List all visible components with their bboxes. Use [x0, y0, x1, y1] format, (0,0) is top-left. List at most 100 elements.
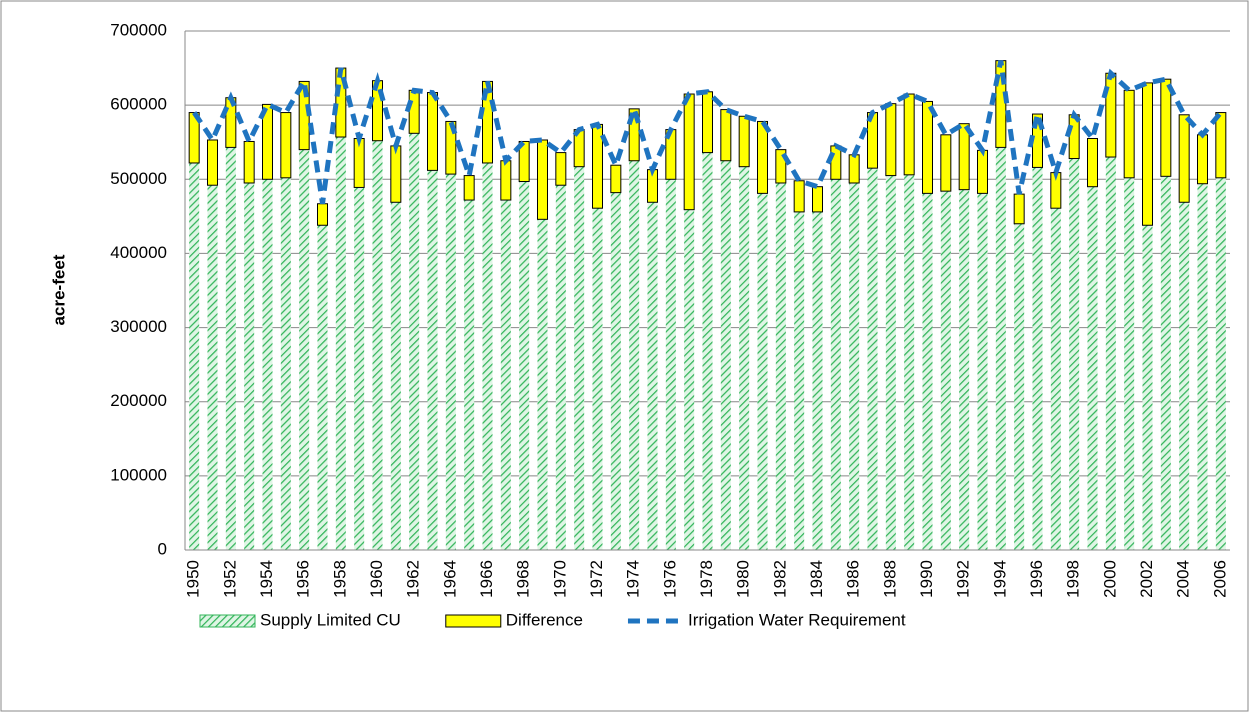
x-tick-label: 1962: [404, 560, 423, 598]
x-tick-label: 1958: [330, 560, 349, 598]
bar-segment: [189, 162, 200, 550]
bar-segment: [757, 120, 768, 194]
bar-segment: [445, 120, 457, 175]
bar-segment: [427, 92, 438, 171]
bar-segment: [702, 152, 713, 550]
y-tick-label: 600000: [110, 95, 167, 114]
bar-segment: [299, 149, 310, 550]
bar-segment: [335, 137, 346, 550]
x-tick-label: 1996: [1027, 560, 1046, 598]
bar-segment: [1087, 186, 1098, 550]
x-tick-label: 1980: [734, 560, 753, 598]
bar-segment: [922, 193, 933, 550]
bar-segment: [262, 179, 273, 551]
x-tick-label: 1994: [990, 560, 1009, 598]
bar-segment: [207, 139, 218, 186]
legend-swatch: [445, 614, 502, 628]
bar-segment: [628, 108, 640, 162]
bar-segment: [885, 175, 896, 551]
bar-segment: [354, 187, 365, 551]
bar-segment: [867, 168, 878, 550]
y-tick-label: 200000: [110, 391, 167, 410]
bar-segment: [1179, 202, 1190, 550]
bar-segment: [702, 91, 713, 154]
bar-segment: [940, 191, 951, 551]
x-tick-label: 2004: [1174, 560, 1193, 598]
bar-segment: [794, 211, 805, 550]
bar-segment: [738, 115, 750, 168]
bar-segment: [555, 185, 566, 550]
y-tick-label: 500000: [110, 169, 167, 188]
bar-segment: [244, 182, 255, 550]
x-tick-label: 1984: [807, 560, 826, 598]
x-tick-label: 1990: [917, 560, 936, 598]
bar-segment: [1105, 72, 1117, 158]
bar-segment: [812, 211, 823, 550]
bar-segment: [775, 149, 787, 184]
line-series: [192, 60, 1223, 205]
bar-segment: [812, 186, 823, 213]
y-tick-label: 400000: [110, 243, 167, 262]
bar-segment: [1050, 208, 1061, 551]
bar-segment: [849, 182, 860, 550]
legend-label: Irrigation Water Requirement: [688, 610, 906, 629]
bar-segment: [519, 181, 530, 550]
x-tick-label: 1974: [624, 560, 643, 598]
bar-segment: [555, 152, 567, 186]
y-tick-label: 100000: [110, 465, 167, 484]
bar-segment: [683, 93, 695, 211]
bar-segment: [262, 103, 273, 180]
bar-segment: [207, 185, 218, 550]
bar-segment: [977, 193, 988, 550]
bar-segment: [500, 160, 512, 201]
x-tick-label: 1950: [184, 560, 203, 598]
bar-segment: [464, 200, 475, 550]
bar-segment: [537, 219, 548, 550]
x-tick-label: 1978: [697, 560, 716, 598]
x-tick-label: 1982: [770, 560, 789, 598]
bar-segment: [1124, 177, 1135, 550]
bar-segment: [610, 164, 622, 194]
bar-segment: [739, 166, 750, 550]
bar-segment: [225, 147, 236, 550]
x-tick-label: 2000: [1100, 560, 1119, 598]
bar-segment: [574, 166, 585, 550]
bar-segment: [1160, 176, 1171, 550]
bar-segment: [317, 203, 328, 226]
bar-segment: [427, 170, 438, 551]
bar-segment: [775, 182, 786, 550]
bar-segment: [958, 123, 970, 191]
bar-segment: [482, 162, 493, 550]
x-tick-label: 1954: [257, 560, 276, 598]
bar-segment: [537, 139, 548, 220]
x-tick-label: 1992: [954, 560, 973, 598]
bar-segment: [610, 192, 621, 551]
legend-swatch: [199, 614, 256, 628]
bar-segment: [1215, 177, 1226, 550]
x-tick-label: 2002: [1137, 560, 1156, 598]
bar-segment: [793, 180, 805, 213]
bar-segment: [1013, 193, 1025, 225]
bar-segment: [1123, 89, 1135, 179]
bar-segment: [409, 133, 420, 550]
bar-segment: [959, 189, 970, 550]
bar-segment: [592, 208, 603, 551]
bar-segment: [885, 103, 897, 177]
x-tick-label: 1986: [844, 560, 863, 598]
bar-segment: [390, 145, 402, 203]
legend-label: Difference: [506, 610, 583, 629]
legend-label: Supply Limited CU: [260, 610, 401, 629]
bar-segment: [1142, 82, 1153, 226]
bar-segment: [463, 175, 475, 201]
bar-segment: [408, 89, 420, 134]
y-axis-title: acre-feet: [49, 254, 68, 325]
x-tick-label: 1966: [477, 560, 496, 598]
bar-segment: [500, 200, 511, 550]
bar-segment: [1215, 112, 1227, 179]
bar-segment: [445, 174, 456, 551]
x-tick-label: 2006: [1210, 560, 1229, 598]
x-tick-label: 1956: [294, 560, 313, 598]
bar-segment: [684, 209, 695, 551]
bar-segment: [1160, 78, 1172, 177]
